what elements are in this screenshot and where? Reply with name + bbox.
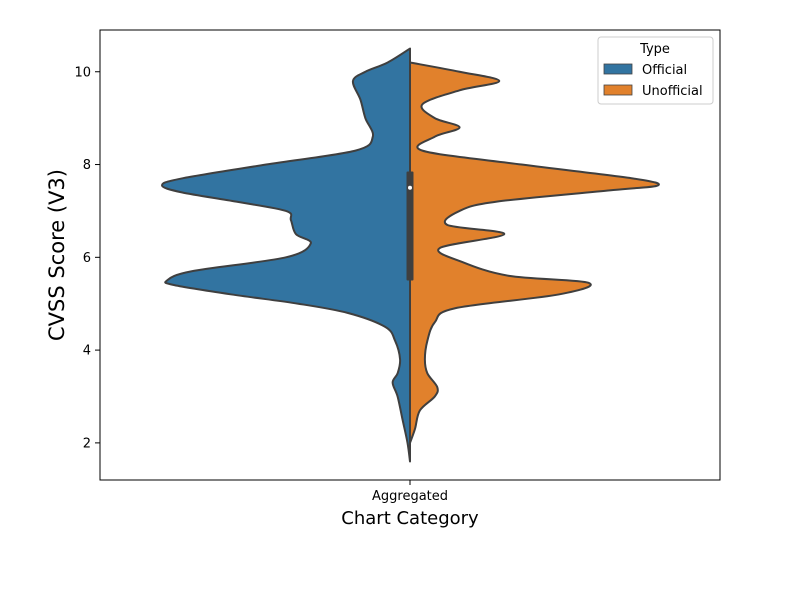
y-tick-label: 4 [83,344,91,359]
median-marker [408,185,412,190]
violin-half-official [161,47,411,463]
y-tick-label: 8 [83,158,91,173]
legend-label-unofficial: Unofficial [642,84,703,99]
interquartile-box [406,171,414,281]
legend-title: Type [639,42,670,57]
violin-half-unofficial [409,61,660,444]
legend-label-official: Official [642,63,687,78]
x-axis: Aggregated [372,480,448,504]
x-tick-label: Aggregated [372,489,448,504]
y-tick-label: 10 [74,65,91,80]
y-tick-label: 2 [83,436,91,451]
x-axis-title: Chart Category [341,508,479,529]
inner-box-layer [406,171,414,281]
legend: Type Official Unofficial [597,36,714,105]
y-axis-title: CVSS Score (V3) [45,169,69,341]
legend-swatch-unofficial [603,84,633,96]
legend-swatch-official [603,63,633,75]
y-axis: 2 4 6 8 10 [74,65,100,451]
y-tick-label: 6 [83,251,91,266]
